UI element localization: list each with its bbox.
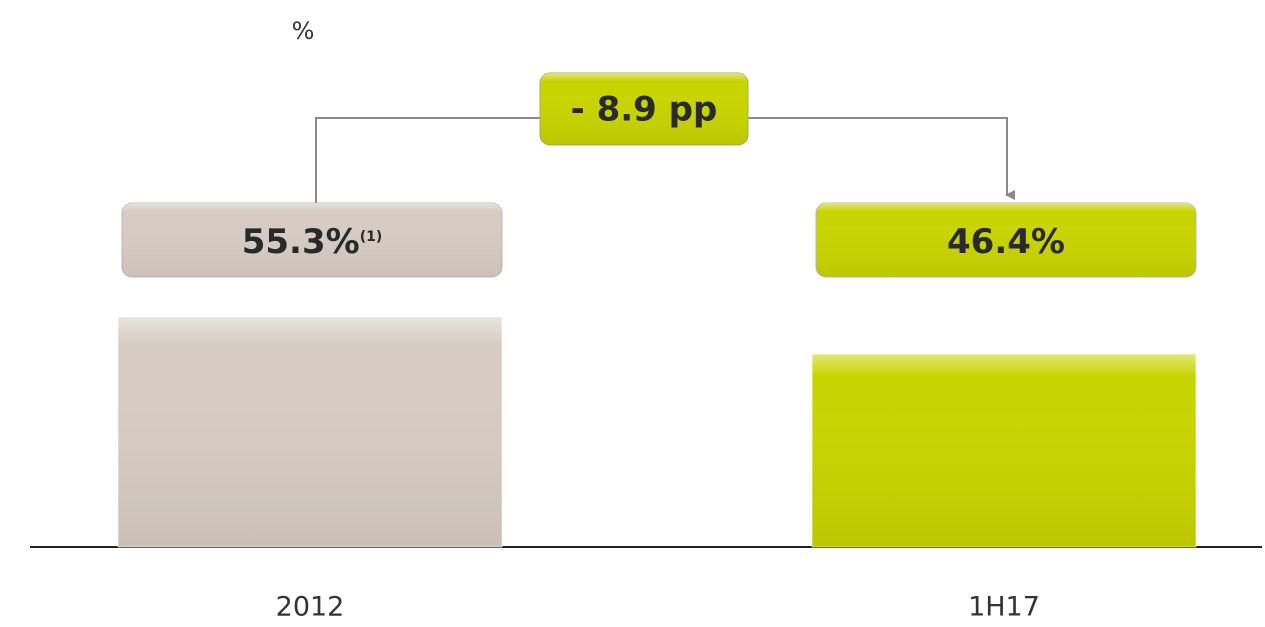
- value-label: 55.3%(1): [242, 222, 383, 262]
- bar-shade: [118, 317, 502, 547]
- value-label-text: 46.4%: [947, 222, 1065, 262]
- value-label-shade: [122, 203, 502, 277]
- bar-shade: [812, 354, 1196, 547]
- value-label: 46.4%: [947, 222, 1065, 262]
- unit-label: %: [292, 17, 315, 45]
- annotation: - 8.9 pp: [571, 90, 718, 130]
- connector: [315, 117, 540, 203]
- footnote-marker: (1): [360, 229, 383, 245]
- value-label-shade: [816, 203, 1196, 277]
- x-tick-label: 1H17: [968, 592, 1040, 623]
- annotation-shade: [540, 73, 748, 145]
- connector-arrow: [748, 117, 1015, 200]
- value-label-text: 55.3%: [242, 222, 360, 262]
- x-tick-label: 2012: [276, 592, 345, 623]
